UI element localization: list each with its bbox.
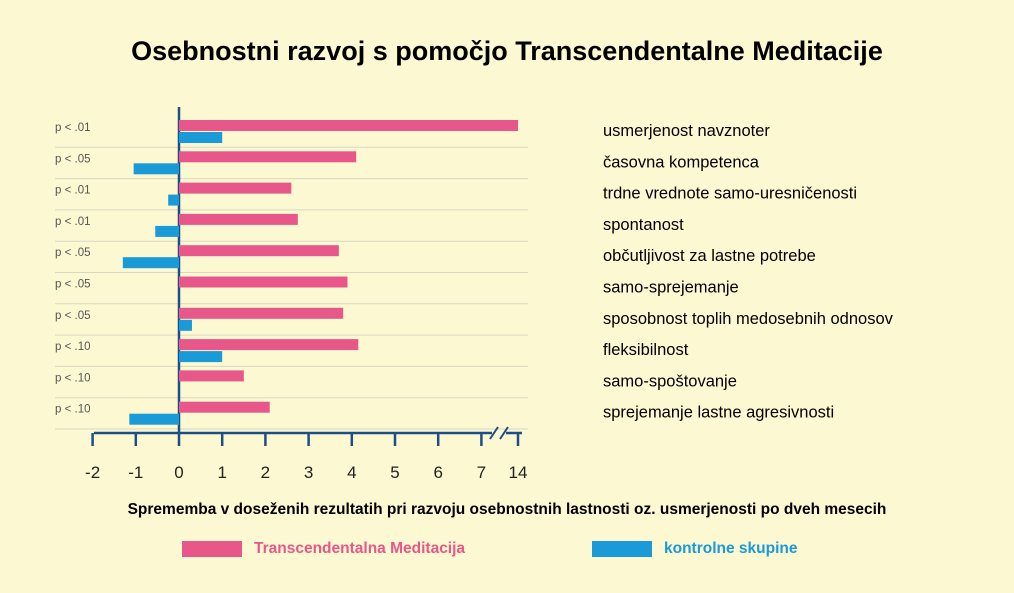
category-label: usmerjenost navznoter xyxy=(603,122,770,140)
legend-item-tm: Transcendentalna Meditacija xyxy=(182,538,465,560)
bar-control xyxy=(133,163,179,175)
significance-label: p < .10 xyxy=(55,341,91,353)
bar-control xyxy=(155,225,179,237)
significance-label: p < .05 xyxy=(55,279,91,291)
bar-tm xyxy=(179,120,518,131)
bar-control xyxy=(179,132,223,143)
category-label: samo-sprejemanje xyxy=(603,279,739,297)
axis-break-mark xyxy=(489,426,499,440)
category-label: sposobnost toplih medosebnih odnosov xyxy=(603,310,894,328)
legend-label-tm: Transcendentalna Meditacija xyxy=(254,540,466,557)
bar-tm xyxy=(179,151,357,163)
category-label: sprejemanje lastne agresivnosti xyxy=(603,404,834,422)
x-tick-label: 1 xyxy=(217,463,226,482)
chart-title: Osebnostni razvoj s pomočjo Transcendent… xyxy=(131,36,883,66)
legend-swatch-tm xyxy=(182,541,242,557)
x-tick-label: 7 xyxy=(477,463,486,482)
significance-label: p < .10 xyxy=(55,372,91,384)
significance-label: p < .05 xyxy=(55,247,91,259)
x-tick-label: 6 xyxy=(433,463,442,482)
x-tick-label: 3 xyxy=(304,463,313,482)
category-label: trdne vrednote samo-uresničenosti xyxy=(603,185,857,203)
axis-break-mark xyxy=(499,426,509,440)
x-tick-label: -1 xyxy=(128,463,143,482)
bar-chart: p < .01 usmerjenost navznoter p < .05 časov… xyxy=(55,107,894,482)
bar-control xyxy=(129,413,179,425)
bar-tm xyxy=(179,213,298,225)
legend-label-control: kontrolne skupine xyxy=(664,540,798,557)
bar-control xyxy=(122,257,179,269)
category-label: občutljivost za lastne potrebe xyxy=(603,247,816,265)
x-axis-caption: Sprememba v doseženih rezultatih pri raz… xyxy=(127,501,887,518)
bar-tm xyxy=(179,182,292,194)
category-label: samo-spoštovanje xyxy=(603,372,737,390)
x-tick-label: 0 xyxy=(174,463,183,482)
significance-label: p < .05 xyxy=(55,310,91,322)
bar-tm xyxy=(179,245,339,257)
category-label: spontanost xyxy=(603,216,684,234)
significance-label: p < .01 xyxy=(55,122,91,134)
category-label: fleksibilnost xyxy=(603,341,689,359)
x-tick-label: 5 xyxy=(390,463,399,482)
significance-label: p < .10 xyxy=(55,404,91,416)
bar-tm xyxy=(179,276,348,288)
bar-control xyxy=(179,351,223,363)
bar-control xyxy=(168,194,179,206)
bar-tm xyxy=(179,307,344,319)
x-tick-label: 14 xyxy=(509,463,528,482)
significance-label: p < .05 xyxy=(55,153,91,165)
bar-tm xyxy=(179,401,270,413)
significance-label: p < .01 xyxy=(55,185,91,197)
bar-tm xyxy=(179,339,359,351)
category-label: časovna kompetenca xyxy=(603,153,760,171)
legend-swatch-control xyxy=(592,541,652,557)
significance-label: p < .01 xyxy=(55,216,91,228)
x-tick-label: 4 xyxy=(347,463,356,482)
x-tick-label: 2 xyxy=(261,463,270,482)
bar-tm xyxy=(179,370,244,382)
legend-item-control: kontrolne skupine xyxy=(592,538,798,560)
x-tick-label: -2 xyxy=(85,463,100,482)
bar-control xyxy=(179,319,192,331)
